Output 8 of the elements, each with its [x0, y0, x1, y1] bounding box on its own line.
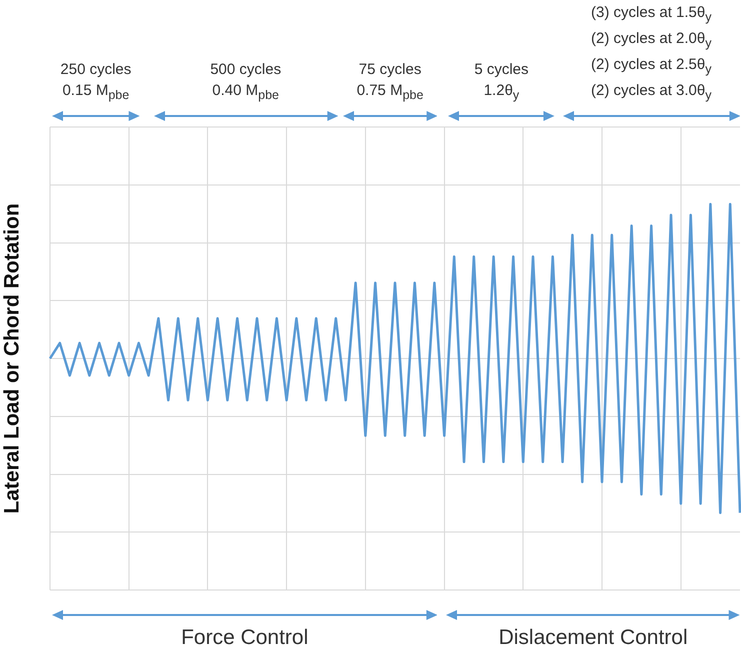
text: (3) cycles at 1.5θ$_{y}$ (2) cycles at 2.0θ$_{y}$ (2) cycles at 2.5θ$_{y}$ (2) cycles at 3.0θ$_{y}$ — [590, 3, 712, 104]
text: 75 cycles 0.75 M$_{pbe}$ — [356, 60, 424, 104]
y-axis-title: Lateral Load or Chord Rotation — [0, 203, 24, 514]
text: 500 cycles 0.40 M$_{pbe}$ — [209, 60, 282, 104]
text: 5 cycles 1.2θ$_{y}$ — [473, 60, 530, 104]
text: Dislacement Control — [498, 626, 689, 650]
text: 250 cycles 0.15 M$_{pbe}$ — [59, 60, 132, 104]
text: Force Control — [180, 626, 310, 650]
